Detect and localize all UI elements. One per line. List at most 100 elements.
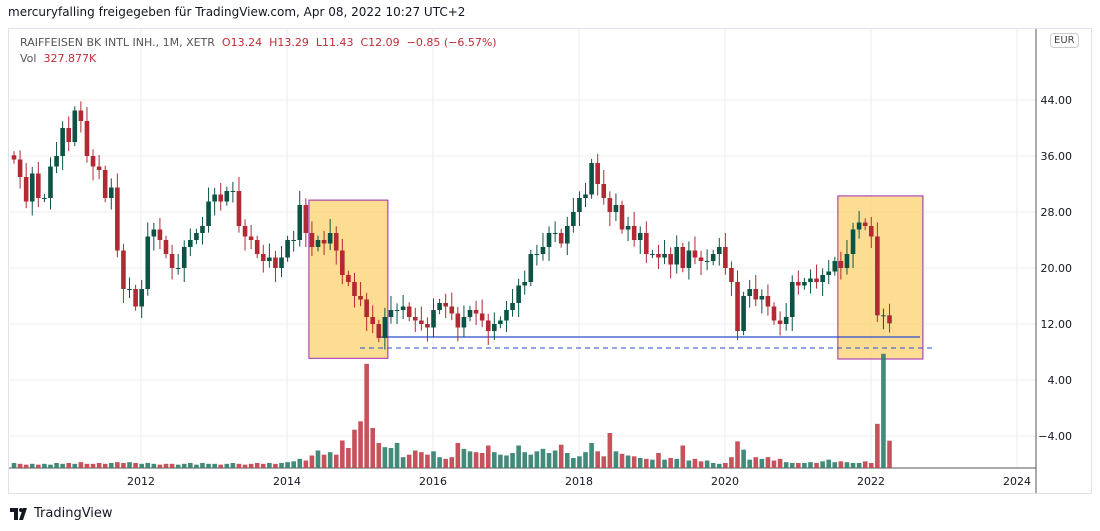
volume-bar	[850, 463, 856, 468]
candle	[729, 261, 734, 296]
volume-bar	[595, 451, 600, 468]
volume-bar	[327, 452, 333, 468]
candle-body	[370, 317, 376, 324]
candle	[181, 240, 187, 282]
candle-body	[510, 303, 515, 310]
volume-bar	[729, 457, 734, 468]
volume-bar	[650, 459, 655, 468]
candle-body	[747, 289, 752, 296]
tradingview-logo[interactable]: TradingView	[10, 506, 113, 521]
candle-body	[631, 226, 637, 240]
candle-body	[887, 315, 892, 324]
candle	[686, 241, 692, 280]
chart-frame[interactable]	[8, 28, 1092, 494]
volume-bar	[558, 444, 564, 468]
candle	[406, 302, 412, 322]
candle	[254, 235, 260, 259]
candle	[826, 259, 832, 285]
chart-title: mercuryfalling freigegeben für TradingVi…	[8, 5, 466, 19]
candle-body	[473, 310, 479, 314]
volume-bar	[66, 463, 72, 468]
candle-body	[492, 324, 497, 331]
candle-body	[862, 222, 868, 226]
candle	[431, 298, 436, 337]
candle	[29, 166, 35, 216]
volume-bar	[522, 452, 528, 468]
candle-body	[607, 198, 613, 212]
close-value: C12.09	[360, 36, 400, 49]
volume-bar	[115, 462, 120, 468]
volume-bar	[60, 463, 65, 468]
candle-body	[279, 257, 284, 268]
volume-bar	[887, 440, 892, 468]
candle	[625, 216, 631, 242]
candle-body	[133, 289, 138, 307]
candle-body	[814, 278, 819, 282]
volume-bar	[54, 463, 59, 468]
candle	[771, 302, 777, 325]
volume-bar	[723, 463, 728, 468]
candle-body	[169, 254, 175, 268]
candle	[11, 151, 17, 164]
candle-body	[121, 250, 126, 289]
volume-bar	[437, 457, 442, 468]
candle	[425, 317, 430, 342]
candle-body	[723, 247, 728, 268]
volume-bar	[455, 443, 461, 468]
y-tick-label: 44.00	[1041, 94, 1073, 107]
y-tick-label: 36.00	[1041, 150, 1073, 163]
candle	[54, 142, 59, 174]
candle	[467, 305, 473, 322]
candle	[206, 187, 211, 233]
candle-body	[528, 254, 534, 282]
candle-body	[273, 257, 278, 268]
candle-body	[522, 282, 528, 286]
candle	[60, 121, 65, 170]
candle-body	[498, 320, 503, 324]
volume-bar	[492, 452, 497, 468]
candle-body	[388, 310, 394, 317]
candle	[285, 235, 290, 262]
currency-badge[interactable]: EUR	[1050, 33, 1079, 48]
candle	[875, 222, 880, 322]
volume-bar	[157, 464, 163, 468]
volume-bar	[333, 454, 339, 468]
candle-body	[96, 166, 102, 170]
candle	[650, 249, 655, 259]
footer-brand: TradingView	[34, 506, 113, 521]
volume-bar	[504, 455, 509, 468]
candle-body	[850, 229, 856, 254]
candle-body	[297, 205, 303, 240]
candle	[352, 272, 357, 308]
candle	[564, 216, 570, 256]
volume-bar	[631, 456, 637, 468]
volume-value: 327.877K	[43, 52, 97, 65]
candle	[820, 268, 825, 296]
candle	[175, 254, 181, 275]
candle-body	[589, 163, 594, 195]
volume-bar	[759, 458, 765, 468]
candle-body	[376, 324, 382, 338]
x-tick-label: 2012	[127, 475, 155, 488]
candle-body	[467, 310, 473, 317]
volume-bar	[662, 459, 667, 468]
volume-bar	[273, 463, 278, 468]
candle	[200, 216, 205, 245]
candle	[461, 305, 467, 337]
candle-body	[789, 282, 795, 317]
candle-body	[151, 229, 157, 237]
candle-body	[115, 187, 120, 251]
candle-body	[364, 299, 369, 317]
volume-bar	[619, 453, 625, 468]
volume-bar	[832, 462, 838, 468]
candle-body	[139, 289, 144, 307]
candle-body	[729, 268, 734, 282]
volume-bar	[78, 462, 84, 468]
volume-bar	[826, 459, 832, 468]
candle-body	[145, 236, 151, 289]
candle	[17, 150, 23, 189]
candle-body	[72, 110, 78, 142]
candle-body	[662, 254, 667, 258]
volume-bar	[291, 461, 296, 468]
